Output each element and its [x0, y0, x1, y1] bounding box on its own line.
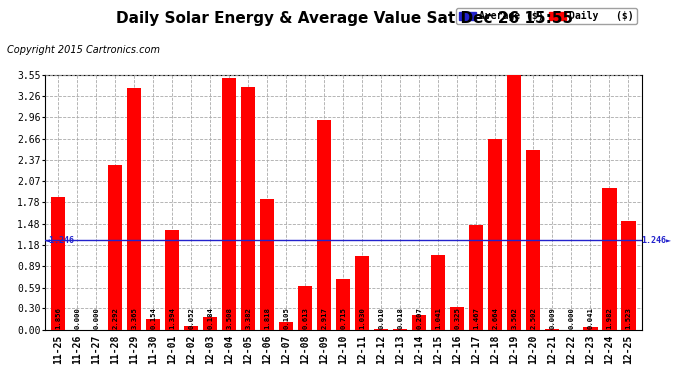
- Bar: [241, 87, 255, 330]
- Text: 1.394: 1.394: [169, 308, 175, 329]
- Text: 0.325: 0.325: [454, 308, 460, 329]
- Bar: [507, 74, 522, 330]
- Bar: [165, 230, 179, 330]
- Bar: [298, 286, 313, 330]
- Legend: Average ($), Daily   ($): Average ($), Daily ($): [456, 9, 637, 24]
- Bar: [184, 326, 198, 330]
- Bar: [279, 322, 293, 330]
- Text: 1.523: 1.523: [625, 308, 631, 329]
- Bar: [146, 319, 160, 330]
- Text: 1.030: 1.030: [359, 308, 365, 329]
- Text: 2.664: 2.664: [493, 308, 498, 329]
- Text: 0.613: 0.613: [302, 308, 308, 329]
- Bar: [355, 256, 369, 330]
- Text: 0.041: 0.041: [587, 308, 593, 329]
- Text: 0.184: 0.184: [207, 308, 213, 329]
- Bar: [545, 329, 560, 330]
- Bar: [203, 317, 217, 330]
- Bar: [489, 139, 502, 330]
- Text: 0.715: 0.715: [340, 308, 346, 329]
- Bar: [336, 279, 351, 330]
- Text: 0.010: 0.010: [378, 308, 384, 329]
- Text: Copyright 2015 Cartronics.com: Copyright 2015 Cartronics.com: [7, 45, 160, 55]
- Text: 1.818: 1.818: [264, 308, 270, 329]
- Text: 0.018: 0.018: [397, 308, 403, 329]
- Bar: [222, 78, 237, 330]
- Text: 1.856: 1.856: [55, 308, 61, 329]
- Text: 1.467: 1.467: [473, 308, 480, 329]
- Text: 1.982: 1.982: [607, 308, 613, 329]
- Bar: [317, 120, 331, 330]
- Text: 2.917: 2.917: [322, 308, 327, 329]
- Text: 0.052: 0.052: [188, 308, 194, 329]
- Text: ◄1.246: ◄1.246: [45, 236, 75, 245]
- Text: 0.000: 0.000: [569, 308, 574, 329]
- Text: 2.502: 2.502: [531, 308, 536, 329]
- Text: 3.382: 3.382: [245, 308, 251, 329]
- Text: 0.000: 0.000: [93, 308, 99, 329]
- Bar: [621, 220, 635, 330]
- Bar: [412, 315, 426, 330]
- Bar: [602, 188, 616, 330]
- Bar: [374, 329, 388, 330]
- Bar: [127, 88, 141, 330]
- Text: 1.041: 1.041: [435, 308, 442, 329]
- Text: 0.207: 0.207: [416, 308, 422, 329]
- Text: 0.105: 0.105: [284, 308, 289, 329]
- Bar: [393, 329, 407, 330]
- Text: Daily Solar Energy & Average Value Sat Dec 26 15:55: Daily Solar Energy & Average Value Sat D…: [117, 11, 573, 26]
- Text: 0.009: 0.009: [549, 308, 555, 329]
- Bar: [51, 196, 66, 330]
- Bar: [583, 327, 598, 330]
- Bar: [526, 150, 540, 330]
- Text: 3.508: 3.508: [226, 308, 233, 329]
- Bar: [469, 225, 484, 330]
- Bar: [450, 307, 464, 330]
- Bar: [431, 255, 446, 330]
- Text: 2.292: 2.292: [112, 308, 118, 329]
- Text: 1.246►: 1.246►: [642, 236, 671, 245]
- Bar: [108, 165, 122, 330]
- Bar: [260, 200, 275, 330]
- Text: 3.562: 3.562: [511, 308, 518, 329]
- Text: 0.154: 0.154: [150, 308, 156, 329]
- Text: 0.000: 0.000: [74, 308, 80, 329]
- Text: 3.365: 3.365: [131, 308, 137, 329]
